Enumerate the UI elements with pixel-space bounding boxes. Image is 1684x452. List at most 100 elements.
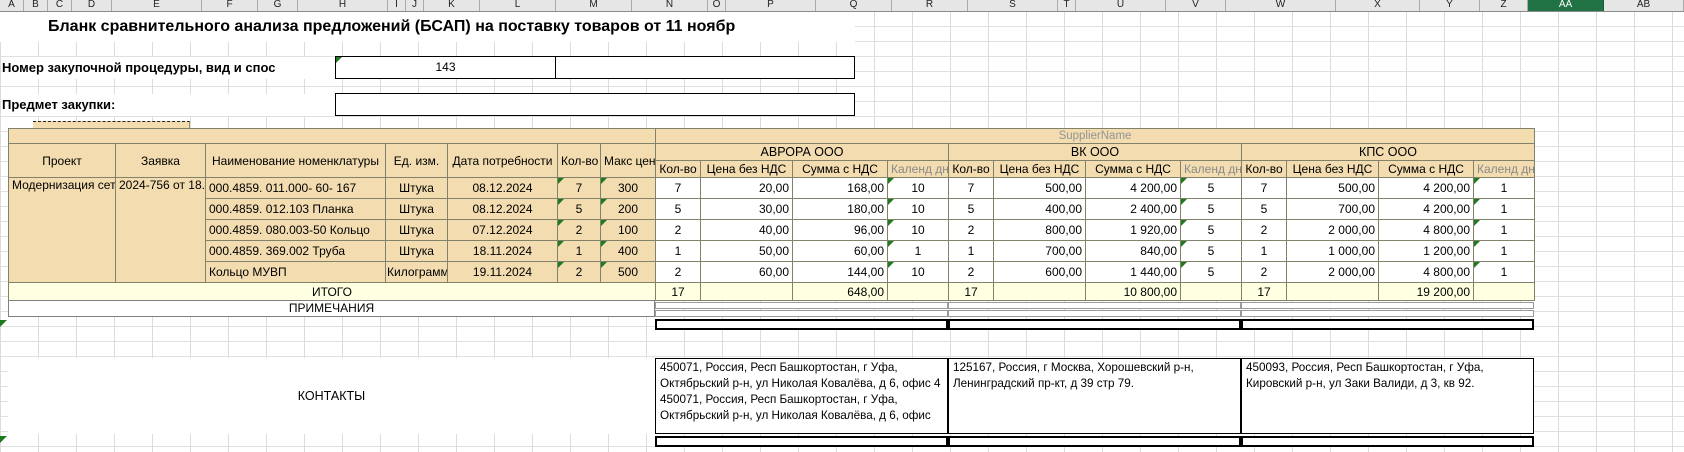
cell-nomenclature[interactable]: Кольцо МУВП [205, 261, 386, 283]
cell-offer-qty[interactable]: 1 [1241, 240, 1287, 262]
cell-offer-days[interactable]: 1 [1473, 219, 1535, 241]
cell-offer-sum[interactable]: 96,00 [792, 219, 888, 241]
column-header[interactable]: T [1058, 0, 1076, 11]
column-header[interactable]: F [202, 0, 258, 11]
cell-offer-qty[interactable]: 1 [655, 240, 701, 262]
sub-header-price[interactable]: Цена без НДС [700, 160, 793, 178]
cell-offer-qty[interactable]: 7 [948, 177, 994, 199]
cell-offer-price[interactable]: 20,00 [700, 177, 793, 199]
cell-offer-sum[interactable]: 180,00 [792, 198, 888, 220]
cell-date[interactable]: 07.12.2024 [447, 219, 558, 241]
cell-offer-price[interactable]: 500,00 [1286, 177, 1379, 199]
contacts-label-cell[interactable]: КОНТАКТЫ [8, 358, 655, 434]
sub-header-days[interactable]: Календ дни [1473, 160, 1535, 178]
cell-unit[interactable]: Штука [385, 177, 448, 199]
cell-date[interactable]: 08.12.2024 [447, 198, 558, 220]
total-empty[interactable] [887, 282, 949, 301]
cell-offer-days[interactable]: 5 [1180, 240, 1242, 262]
column-header[interactable]: Q [816, 0, 892, 11]
cell-offer-days[interactable]: 10 [887, 177, 949, 199]
column-header[interactable]: I [388, 0, 406, 11]
cell-offer-qty[interactable]: 2 [1241, 261, 1287, 283]
cell-offer-price[interactable]: 700,00 [1286, 198, 1379, 220]
cell-offer-price[interactable]: 500,00 [993, 177, 1086, 199]
cell-qty[interactable]: 2 [557, 219, 601, 241]
cell-offer-price[interactable]: 700,00 [993, 240, 1086, 262]
cell-offer-price[interactable]: 50,00 [700, 240, 793, 262]
cell-offer-qty[interactable]: 2 [1241, 219, 1287, 241]
column-header[interactable]: E [112, 0, 202, 11]
column-header[interactable]: W [1226, 0, 1336, 11]
cell-unit[interactable]: Штука [385, 198, 448, 220]
col-header-qty[interactable]: Кол-во [557, 143, 601, 178]
cell-offer-qty[interactable]: 5 [655, 198, 701, 220]
cell-offer-days[interactable]: 1 [1473, 177, 1535, 199]
sub-header-qty[interactable]: Кол-во [655, 160, 701, 178]
notes-empty-cell[interactable] [948, 310, 1241, 317]
column-header[interactable]: O [708, 0, 726, 11]
cell-offer-qty[interactable]: 2 [948, 261, 994, 283]
cell-maxprice[interactable]: 100 [600, 219, 656, 241]
cell-offer-sum[interactable]: 1 920,00 [1085, 219, 1181, 241]
col-header-date[interactable]: Дата потребности [447, 143, 558, 178]
supplier-name-kps[interactable]: КПС ООО [1241, 143, 1535, 161]
cell-offer-qty[interactable]: 5 [1241, 198, 1287, 220]
column-header[interactable]: B [24, 0, 48, 11]
column-header[interactable]: G [258, 0, 298, 11]
column-header[interactable]: P [726, 0, 816, 11]
cell-offer-price[interactable]: 60,00 [700, 261, 793, 283]
column-header[interactable]: Z [1480, 0, 1528, 11]
cell-offer-qty[interactable]: 2 [948, 219, 994, 241]
total-empty[interactable] [1473, 282, 1535, 301]
notes-entry-cell[interactable] [655, 319, 948, 330]
cell-offer-days[interactable]: 1 [887, 240, 949, 262]
cell-offer-price[interactable]: 40,00 [700, 219, 793, 241]
cell-offer-sum[interactable]: 1 440,00 [1085, 261, 1181, 283]
notes-entry-cell[interactable] [948, 319, 1241, 330]
column-header-selected[interactable]: AA [1528, 0, 1604, 11]
cell-offer-days[interactable]: 1 [1473, 198, 1535, 220]
total-qty[interactable]: 17 [655, 282, 701, 301]
notes-empty-cell[interactable] [655, 310, 948, 317]
cell-qty[interactable]: 7 [557, 177, 601, 199]
column-header[interactable]: N [632, 0, 708, 11]
supplier-group-header[interactable]: SupplierName [655, 128, 1535, 144]
header-spacer[interactable] [8, 128, 656, 144]
cell-project[interactable]: Модернизация сети [8, 177, 116, 283]
cell-offer-price[interactable]: 400,00 [993, 198, 1086, 220]
notes-entry-cell[interactable] [1241, 319, 1534, 330]
col-header-unit[interactable]: Ед. изм. [385, 143, 448, 178]
notes-empty-cell[interactable] [655, 302, 948, 309]
column-header[interactable]: S [968, 0, 1058, 11]
cell-date[interactable]: 18.11.2024 [447, 240, 558, 262]
contact-cell-kps[interactable]: 450093, Россия, Респ Башкортостан, г Уфа… [1241, 358, 1534, 434]
cell-offer-days[interactable]: 5 [1180, 219, 1242, 241]
sub-header-sum[interactable]: Сумма с НДС [1085, 160, 1181, 178]
column-header[interactable]: V [1166, 0, 1226, 11]
cell-offer-sum[interactable]: 4 200,00 [1085, 177, 1181, 199]
column-header[interactable]: U [1076, 0, 1166, 11]
document-title[interactable]: Бланк сравнительного анализа предложений… [0, 12, 855, 42]
column-header[interactable]: AB [1604, 0, 1684, 11]
bottom-entry-cell[interactable] [1241, 436, 1534, 447]
cell-unit[interactable]: Штука [385, 240, 448, 262]
cell-offer-qty[interactable]: 7 [1241, 177, 1287, 199]
cell-offer-days[interactable]: 10 [887, 261, 949, 283]
cell-qty[interactable]: 2 [557, 261, 601, 283]
total-sum[interactable]: 10 800,00 [1085, 282, 1181, 301]
cell-offer-price[interactable]: 600,00 [993, 261, 1086, 283]
cell-offer-price[interactable]: 800,00 [993, 219, 1086, 241]
column-header[interactable]: L [480, 0, 556, 11]
cell-offer-days[interactable]: 5 [1180, 198, 1242, 220]
procedure-number-extra-cell[interactable] [555, 56, 855, 79]
cell-offer-sum[interactable]: 4 200,00 [1378, 177, 1474, 199]
cell-offer-sum[interactable]: 4 800,00 [1378, 219, 1474, 241]
procedure-number-value-cell[interactable]: 143 [335, 56, 556, 79]
sub-header-sum[interactable]: Сумма с НДС [792, 160, 888, 178]
notes-label-cell[interactable]: ПРИМЕЧАНИЯ [8, 300, 655, 317]
cell-offer-days[interactable]: 5 [1180, 177, 1242, 199]
cell-offer-price[interactable]: 1 000,00 [1286, 240, 1379, 262]
notes-empty-cell[interactable] [948, 302, 1241, 309]
contact-cell-vk[interactable]: 125167, Россия, г Москва, Хорошевский р-… [948, 358, 1241, 434]
cell-unit[interactable]: Килограмм [385, 261, 448, 283]
